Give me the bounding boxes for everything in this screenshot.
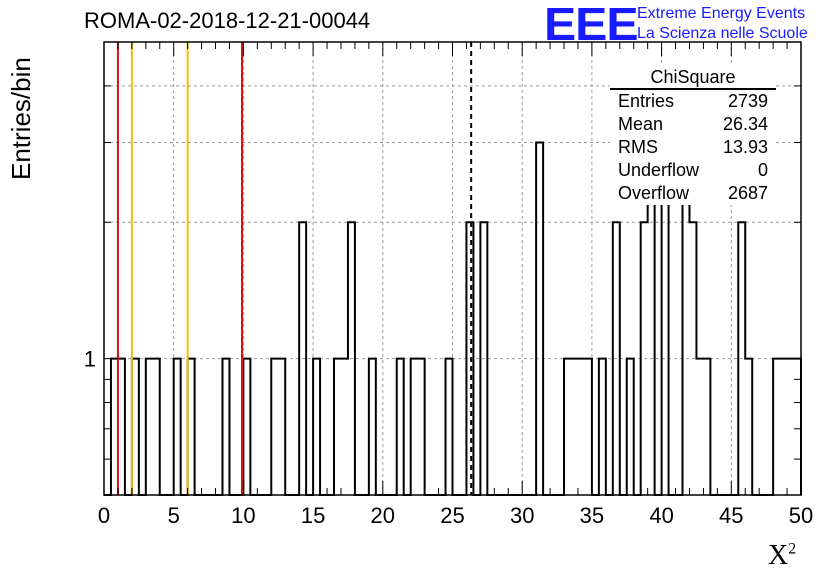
histogram-bin <box>341 359 348 495</box>
y-axis-label: Entries/bin <box>6 57 36 180</box>
histogram-bin <box>188 359 195 495</box>
logo-line-2: La Scienza nelle Scuole <box>637 25 808 42</box>
axis-ticks <box>103 41 802 495</box>
chart-title: ROMA-02-2018-12-21-00044 <box>84 8 371 33</box>
histogram-bin <box>174 359 181 495</box>
histogram-bin <box>243 359 250 495</box>
histogram-bin <box>111 359 118 495</box>
stats-title: ChiSquare <box>610 66 776 90</box>
stats-label: Overflow <box>618 183 690 203</box>
x-tick-label: 10 <box>231 503 255 528</box>
stats-value: 2687 <box>727 183 768 203</box>
logo-line-1: Extreme Energy Events <box>637 5 806 22</box>
histogram-bin <box>132 359 139 495</box>
histogram-bin <box>446 359 453 495</box>
x-tick-label: 40 <box>649 503 673 528</box>
x-tick-label: 30 <box>510 503 534 528</box>
x-axis-label-superscript: 2 <box>788 540 797 558</box>
histogram-bin <box>153 359 160 495</box>
stats-label: Underflow <box>618 160 700 180</box>
histogram-bin <box>146 359 153 495</box>
stats-label: Entries <box>618 91 675 111</box>
stats-value: 13.93 <box>722 137 768 157</box>
histogram-bin <box>773 359 780 495</box>
histogram-bin <box>278 359 285 495</box>
x-tick-label: 50 <box>789 503 813 528</box>
histogram-bin <box>571 359 578 495</box>
tick-labels: 0 5 10 15 20 25 30 35 40 45 50 1 <box>84 347 813 528</box>
histogram-bin <box>585 359 592 495</box>
x-axis-label-base: X <box>768 540 789 571</box>
histogram-bin <box>313 359 320 495</box>
histogram-bin <box>369 359 376 495</box>
histogram-bin <box>578 359 585 495</box>
histogram-bin <box>222 359 229 495</box>
histogram-bin <box>787 359 794 495</box>
stats-label: RMS <box>618 137 658 157</box>
stats-row-entries: Entries 2739 <box>610 90 776 113</box>
x-tick-label: 25 <box>440 503 464 528</box>
histogram-bin <box>745 359 752 495</box>
histogram-bin <box>411 359 418 495</box>
stats-row-overflow: Overflow 2687 <box>610 182 776 205</box>
histogram-bin <box>418 359 425 495</box>
histogram-bin <box>536 142 543 495</box>
logo-mark: EEE <box>544 0 639 50</box>
histogram-bin <box>334 359 341 495</box>
eee-logo: EEE Extreme Energy Events La Scienza nel… <box>544 0 834 50</box>
x-tick-label: 45 <box>719 503 743 528</box>
histogram-bin <box>564 359 571 495</box>
histogram-bin <box>780 359 787 495</box>
stats-box: ChiSquare Entries 2739 Mean 26.34 RMS 13.93… <box>610 66 776 205</box>
y-tick-label: 1 <box>84 347 96 372</box>
x-tick-label: 0 <box>98 503 110 528</box>
reference-lines <box>116 42 473 495</box>
x-tick-label: 5 <box>168 503 180 528</box>
stats-row-rms: RMS 13.93 <box>610 136 776 159</box>
stats-row-underflow: Underflow 0 <box>610 159 776 182</box>
stats-row-mean: Mean 26.34 <box>610 113 776 136</box>
histogram-bin <box>599 359 606 495</box>
histogram-bin <box>271 359 278 495</box>
stats-value: 0 <box>757 160 768 180</box>
histogram-bin <box>696 359 703 495</box>
histogram-bin <box>118 359 125 495</box>
x-tick-label: 20 <box>371 503 395 528</box>
stats-label: Mean <box>618 114 664 134</box>
stats-value: 2739 <box>727 91 768 111</box>
x-tick-label: 35 <box>580 503 604 528</box>
histogram-bin <box>627 359 634 495</box>
histogram-bin <box>397 359 404 495</box>
stats-value: 26.34 <box>722 114 768 134</box>
x-tick-label: 15 <box>301 503 325 528</box>
x-axis-label: X2 <box>768 540 796 572</box>
histogram-bin <box>703 359 710 495</box>
